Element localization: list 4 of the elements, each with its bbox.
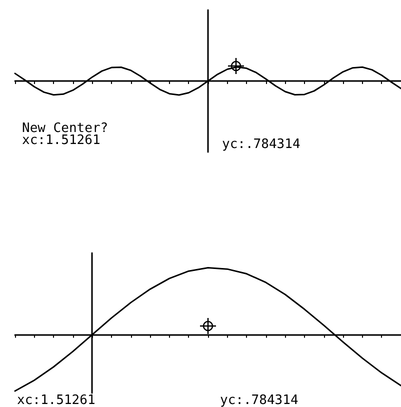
text: xc:1.51261 [22, 133, 100, 148]
text: xc:1.51261 [17, 393, 96, 407]
text: yc:.784314 [220, 393, 298, 407]
text: yc:.784314 [222, 137, 300, 152]
